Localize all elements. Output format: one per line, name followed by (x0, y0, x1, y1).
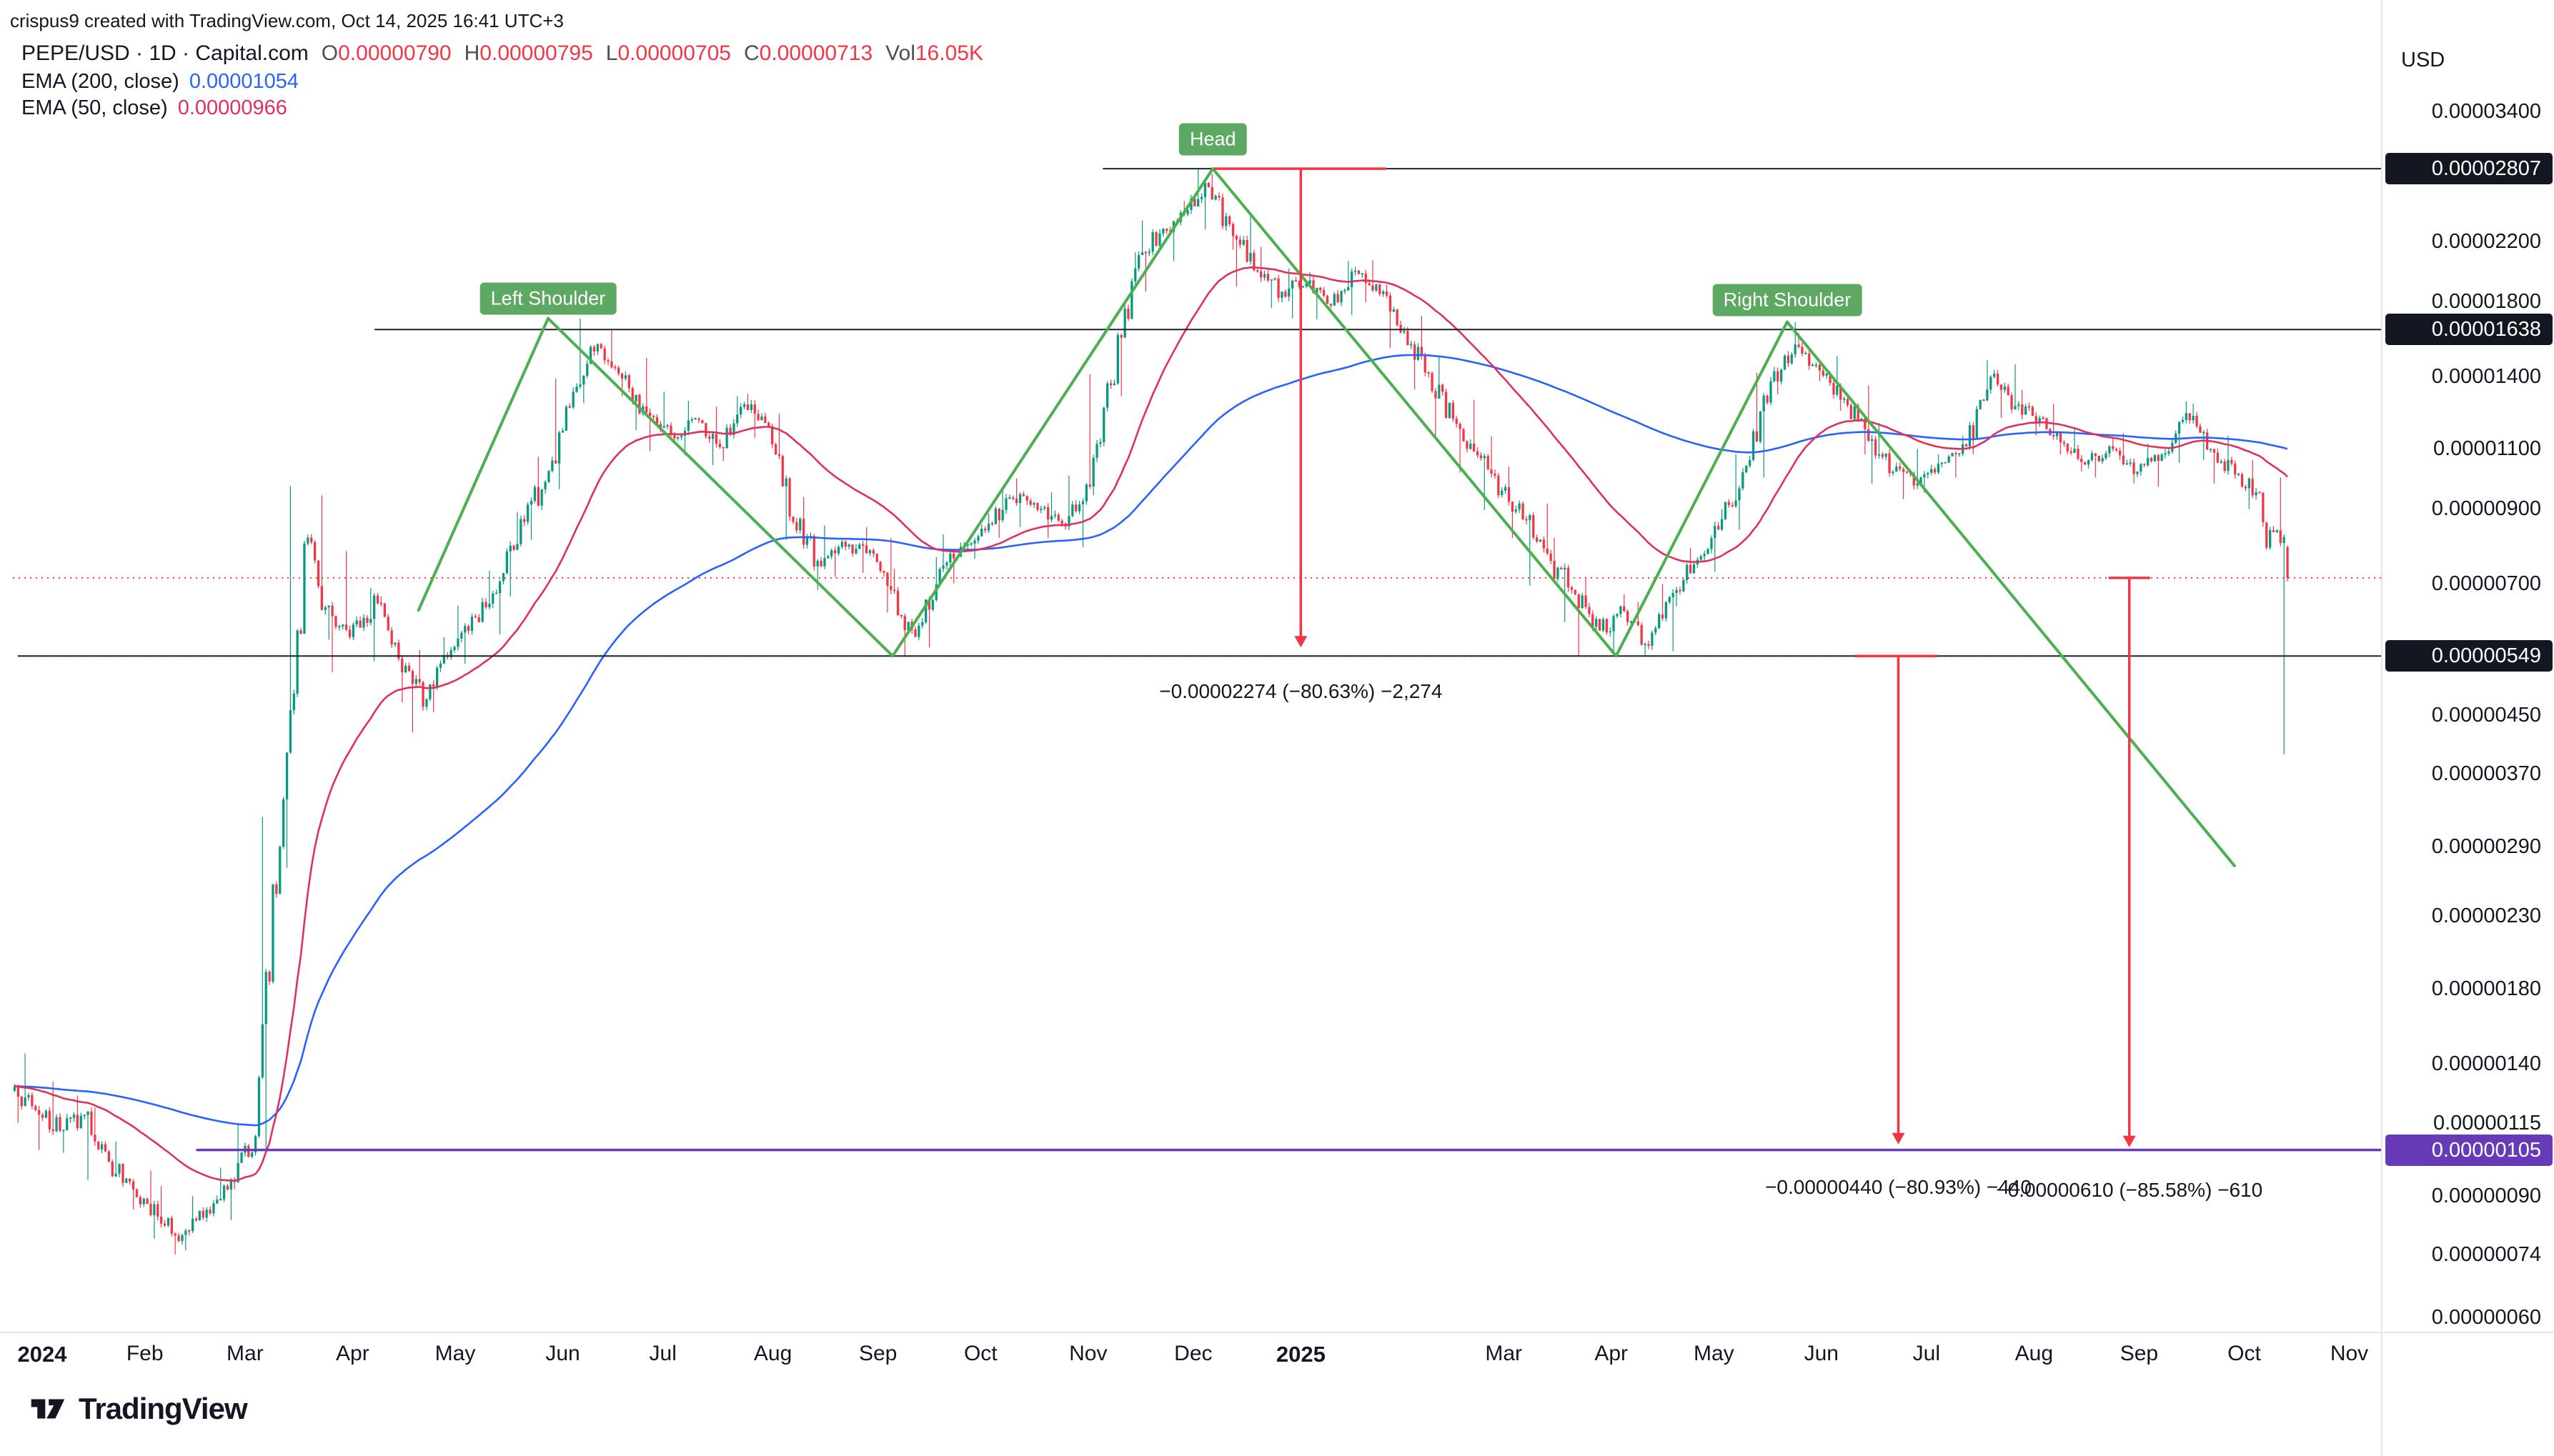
symbol-legend-row[interactable]: PEPE/USD · 1D · Capital.com O0.00000790 H… (21, 41, 983, 70)
ohlc-values: O0.00000790 H0.00000795 L0.00000705 C0.0000… (309, 41, 983, 66)
price-axis-label: 0.00000180 (2431, 977, 2541, 1001)
price-axis-label: 0.00001800 (2431, 289, 2541, 313)
measure-label: −0.00000610 (−85.58%) −610 (1996, 1179, 2263, 1201)
currency-label: USD (2401, 49, 2445, 71)
ohlc-item: O0.00000790 (321, 41, 452, 65)
time-axis-label: Jun (1804, 1342, 1839, 1365)
measure-label: −0.00000440 (−80.93%) −440 (1765, 1176, 2032, 1198)
price-axis-label: 0.00001400 (2431, 364, 2541, 388)
time-axis-label: Feb (126, 1342, 164, 1365)
price-axis-label: 0.00001100 (2433, 437, 2541, 460)
tradingview-logo[interactable]: TradingView (29, 1392, 248, 1426)
candle-wicks-down (17, 174, 2288, 1255)
time-axis-label: 2025 (1276, 1342, 1326, 1367)
time-axis-label: Aug (2014, 1342, 2054, 1365)
price-axis-badge: 0.00000549 (2385, 640, 2553, 672)
time-axis-separator (0, 1332, 2554, 1333)
price-axis[interactable]: USD 0.00003400 0.00002807 0.00002200 0.0000… (2381, 0, 2554, 1456)
price-axis-badge: 0.00002807 (2385, 153, 2553, 185)
ema50-legend-row[interactable]: EMA (50, close) 0.00000966 (21, 96, 983, 123)
time-axis[interactable]: 2024 Feb Mar Apr May Jun Jul Aug Sep Oct Nov Dec 202… (0, 1333, 2381, 1385)
measure-arrowhead-icon (1294, 636, 1308, 648)
ema200-legend-row[interactable]: EMA (200, close) 0.00001054 (21, 70, 983, 96)
time-axis-label: May (434, 1342, 476, 1365)
price-axis-label: 0.00000140 (2431, 1052, 2541, 1076)
time-axis-label: Jul (649, 1342, 677, 1365)
tradingview-logo-text: TradingView (79, 1392, 248, 1425)
ohlc-item: C0.00000713 (743, 41, 873, 65)
ema-50-line[interactable] (14, 266, 2288, 1182)
attribution-text: crispus9 created with TradingView.com, O… (10, 10, 564, 31)
time-axis-label: Mar (1485, 1342, 1523, 1365)
symbol-title: PEPE/USD · 1D · Capital.com (21, 41, 309, 65)
ema200-label: EMA (200, close) (21, 70, 179, 93)
price-axis-label: 0.00000090 (2431, 1185, 2541, 1208)
price-axis-label: 0.00000450 (2431, 704, 2541, 727)
price-axis-label: 0.00000290 (2431, 834, 2541, 858)
time-axis-label: Jun (545, 1342, 580, 1365)
price-axis-badge: 0.00000105 (2385, 1134, 2553, 1166)
pattern-trendline[interactable] (547, 316, 895, 658)
pattern-trendline[interactable] (891, 167, 1215, 658)
price-axis-label: 0.00000230 (2431, 904, 2541, 927)
ema200-value: 0.00001054 (189, 70, 299, 93)
price-axis-label: 0.00000700 (2431, 572, 2541, 595)
time-axis-label: Mar (227, 1342, 264, 1365)
price-axis-label: 0.00000074 (2431, 1242, 2541, 1266)
time-axis-label: Sep (858, 1342, 898, 1365)
pattern-trendline[interactable] (1211, 167, 1618, 658)
time-axis-label: Aug (753, 1342, 792, 1365)
ohlc-item: Vol16.05K (885, 41, 983, 65)
time-axis-label: Dec (1174, 1342, 1213, 1365)
candle-bodies-up (13, 182, 2285, 1242)
ohlc-item: L0.00000705 (605, 41, 731, 65)
tradingview-logo-icon (31, 1399, 65, 1419)
pattern-trendline[interactable] (1614, 320, 1789, 658)
time-axis-label: Oct (2227, 1342, 2261, 1365)
ema-200-line[interactable] (14, 354, 2288, 1127)
chart-legend: PEPE/USD · 1D · Capital.com O0.00000790 H… (21, 41, 983, 123)
time-axis-label: May (1693, 1342, 1734, 1365)
ema50-value: 0.00000966 (177, 96, 287, 119)
pattern-trendline[interactable] (1785, 320, 2236, 867)
ema50-label: EMA (50, close) (21, 96, 168, 119)
time-axis-label: Apr (336, 1342, 369, 1365)
pattern-label-badge[interactable]: Right Shoulder (1712, 284, 1862, 316)
pattern-trendline[interactable] (417, 316, 550, 612)
price-axis-label: 0.00000060 (2431, 1305, 2541, 1329)
candle-wicks-up (14, 169, 2285, 1251)
time-axis-label: Nov (2330, 1342, 2369, 1365)
price-axis-label: 0.00000900 (2431, 497, 2541, 520)
measure-label: −0.00002274 (−80.63%) −2,274 (1159, 680, 1443, 702)
price-axis-label: 0.00000115 (2433, 1111, 2541, 1135)
pattern-label-badge[interactable]: Head (1178, 123, 1247, 156)
time-axis-label: 2024 (17, 1342, 67, 1367)
price-axis-badge: 0.00001638 (2385, 314, 2553, 346)
time-axis-label: Apr (1594, 1342, 1629, 1365)
price-axis-label: 0.00003400 (2431, 100, 2541, 123)
pattern-label-badge[interactable]: Left Shoulder (480, 282, 617, 315)
time-axis-label: Jul (1912, 1342, 1941, 1365)
measure-arrowhead-icon (2122, 1135, 2136, 1147)
ohlc-item: H0.00000795 (464, 41, 593, 65)
price-axis-label: 0.00002200 (2431, 229, 2541, 253)
price-axis-label: 0.00000370 (2431, 762, 2541, 786)
time-axis-label: Sep (2120, 1342, 2159, 1365)
time-axis-label: Nov (1069, 1342, 1108, 1365)
candle-bodies-down (16, 182, 2289, 1242)
measure-arrowhead-icon (1892, 1132, 1905, 1145)
time-axis-label: Oct (963, 1342, 998, 1365)
